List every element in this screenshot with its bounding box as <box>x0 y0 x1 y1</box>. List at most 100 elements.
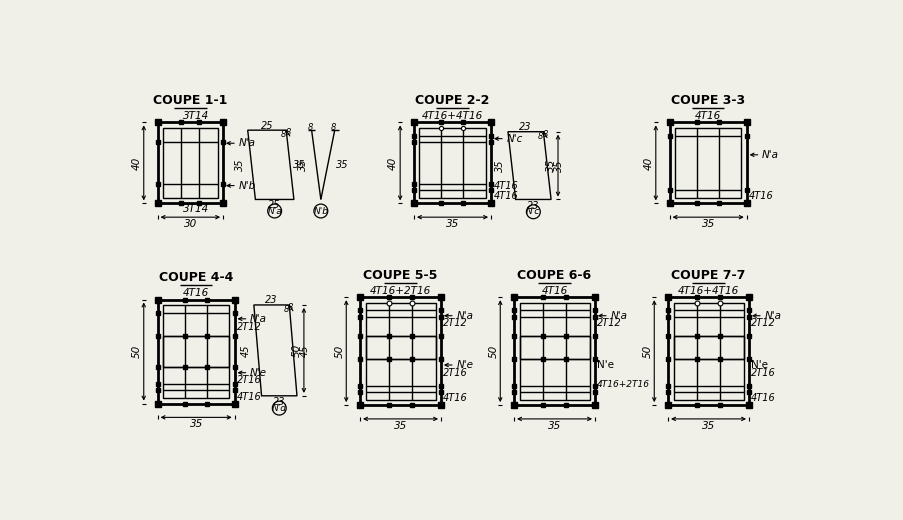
Text: N'e: N'e <box>597 360 614 370</box>
Text: 3T14: 3T14 <box>183 204 209 214</box>
Text: 2T16: 2T16 <box>442 368 468 378</box>
Bar <box>163 128 218 198</box>
Text: 4T16+2T16: 4T16+2T16 <box>597 380 649 389</box>
Bar <box>157 122 223 203</box>
Text: 8: 8 <box>281 131 286 139</box>
Bar <box>163 336 229 367</box>
Text: 50: 50 <box>292 344 302 357</box>
Text: N'c: N'c <box>506 134 522 144</box>
Text: 3T14: 3T14 <box>183 111 209 121</box>
Text: 50: 50 <box>488 345 498 358</box>
Text: N'b: N'b <box>238 180 256 191</box>
Text: N'e: N'e <box>750 360 768 370</box>
Text: 4T16: 4T16 <box>442 393 468 403</box>
Bar <box>514 297 594 405</box>
Bar <box>414 122 490 203</box>
Text: 25: 25 <box>260 121 273 131</box>
Text: 4T16: 4T16 <box>493 180 517 191</box>
Text: 45: 45 <box>300 344 310 357</box>
Text: 35: 35 <box>445 219 459 229</box>
Text: COUPE 6-6: COUPE 6-6 <box>517 269 591 282</box>
Text: 4T16+4T16: 4T16+4T16 <box>677 286 739 296</box>
Bar <box>359 297 441 405</box>
Text: 2T12: 2T12 <box>597 318 621 329</box>
Text: 23: 23 <box>526 201 539 211</box>
Text: COUPE 3-3: COUPE 3-3 <box>670 94 744 107</box>
Text: 2T16: 2T16 <box>237 375 261 385</box>
Text: 50: 50 <box>334 345 344 358</box>
Text: 35: 35 <box>394 421 406 431</box>
Text: N'c: N'c <box>526 207 540 216</box>
Bar <box>669 122 746 203</box>
Text: 4T16: 4T16 <box>237 392 261 401</box>
Text: N'a: N'a <box>250 314 266 324</box>
Bar <box>519 303 589 400</box>
Text: 25: 25 <box>268 200 281 210</box>
Text: 4T16: 4T16 <box>694 111 721 121</box>
Text: 23: 23 <box>265 295 277 305</box>
Text: 4T16: 4T16 <box>493 191 517 201</box>
Text: 8: 8 <box>284 305 289 314</box>
Text: 8: 8 <box>330 123 336 132</box>
Text: N'e: N'e <box>250 368 266 378</box>
Text: 4T16+4T16: 4T16+4T16 <box>422 111 482 121</box>
Text: 40: 40 <box>132 156 142 170</box>
Text: 4T16: 4T16 <box>750 393 775 403</box>
Text: 23: 23 <box>273 397 285 407</box>
Text: 35: 35 <box>190 419 202 430</box>
Text: 2T16: 2T16 <box>750 368 775 378</box>
Text: 8: 8 <box>542 129 547 138</box>
Bar <box>519 336 589 359</box>
Text: 8: 8 <box>288 303 293 312</box>
Text: 8: 8 <box>307 123 312 132</box>
Text: 30: 30 <box>183 219 197 229</box>
Text: 4T16+2T16: 4T16+2T16 <box>369 286 431 296</box>
Bar <box>673 336 743 359</box>
Text: N'd: N'd <box>272 404 286 413</box>
Text: 35: 35 <box>547 421 561 431</box>
Bar <box>365 303 435 400</box>
Text: N'a: N'a <box>238 138 256 148</box>
Text: 50: 50 <box>642 345 652 358</box>
Text: 35: 35 <box>494 159 504 172</box>
Text: 45: 45 <box>240 344 250 357</box>
Text: N'b: N'b <box>313 206 328 215</box>
Text: N'e: N'e <box>456 360 473 370</box>
Text: 40: 40 <box>387 156 398 170</box>
Text: 4T16: 4T16 <box>749 191 773 201</box>
Text: N'a: N'a <box>761 150 778 160</box>
Text: COUPE 5-5: COUPE 5-5 <box>363 269 437 282</box>
Text: 4T16: 4T16 <box>182 289 209 298</box>
Text: COUPE 4-4: COUPE 4-4 <box>159 271 233 284</box>
Bar <box>163 305 229 398</box>
Text: 35: 35 <box>701 219 714 229</box>
Text: N'a: N'a <box>610 311 627 321</box>
Text: 4T16: 4T16 <box>541 286 567 296</box>
Text: 8: 8 <box>537 132 543 141</box>
Bar <box>419 128 485 198</box>
Bar <box>667 297 749 405</box>
Text: 2T12: 2T12 <box>237 321 261 332</box>
Text: 35: 35 <box>545 159 555 172</box>
Text: 8: 8 <box>285 128 291 137</box>
Text: N'a: N'a <box>764 311 780 321</box>
Text: N'a: N'a <box>267 206 282 215</box>
Bar <box>365 336 435 359</box>
Bar <box>675 128 740 198</box>
Text: 35: 35 <box>554 159 563 172</box>
Bar <box>157 300 235 404</box>
Text: 23: 23 <box>519 122 531 132</box>
Text: 2T12: 2T12 <box>750 318 775 329</box>
Text: COUPE 2-2: COUPE 2-2 <box>414 94 489 107</box>
Text: N'a: N'a <box>456 311 473 321</box>
Text: 50: 50 <box>132 345 142 358</box>
Text: 35: 35 <box>235 159 245 171</box>
Text: 35: 35 <box>293 160 305 170</box>
Text: 35: 35 <box>701 421 714 431</box>
Bar <box>673 303 743 400</box>
Text: 2T12: 2T12 <box>442 318 468 329</box>
Text: 35: 35 <box>297 159 307 171</box>
Text: 40: 40 <box>643 156 653 170</box>
Text: COUPE 1-1: COUPE 1-1 <box>153 94 228 107</box>
Text: COUPE 7-7: COUPE 7-7 <box>671 269 745 282</box>
